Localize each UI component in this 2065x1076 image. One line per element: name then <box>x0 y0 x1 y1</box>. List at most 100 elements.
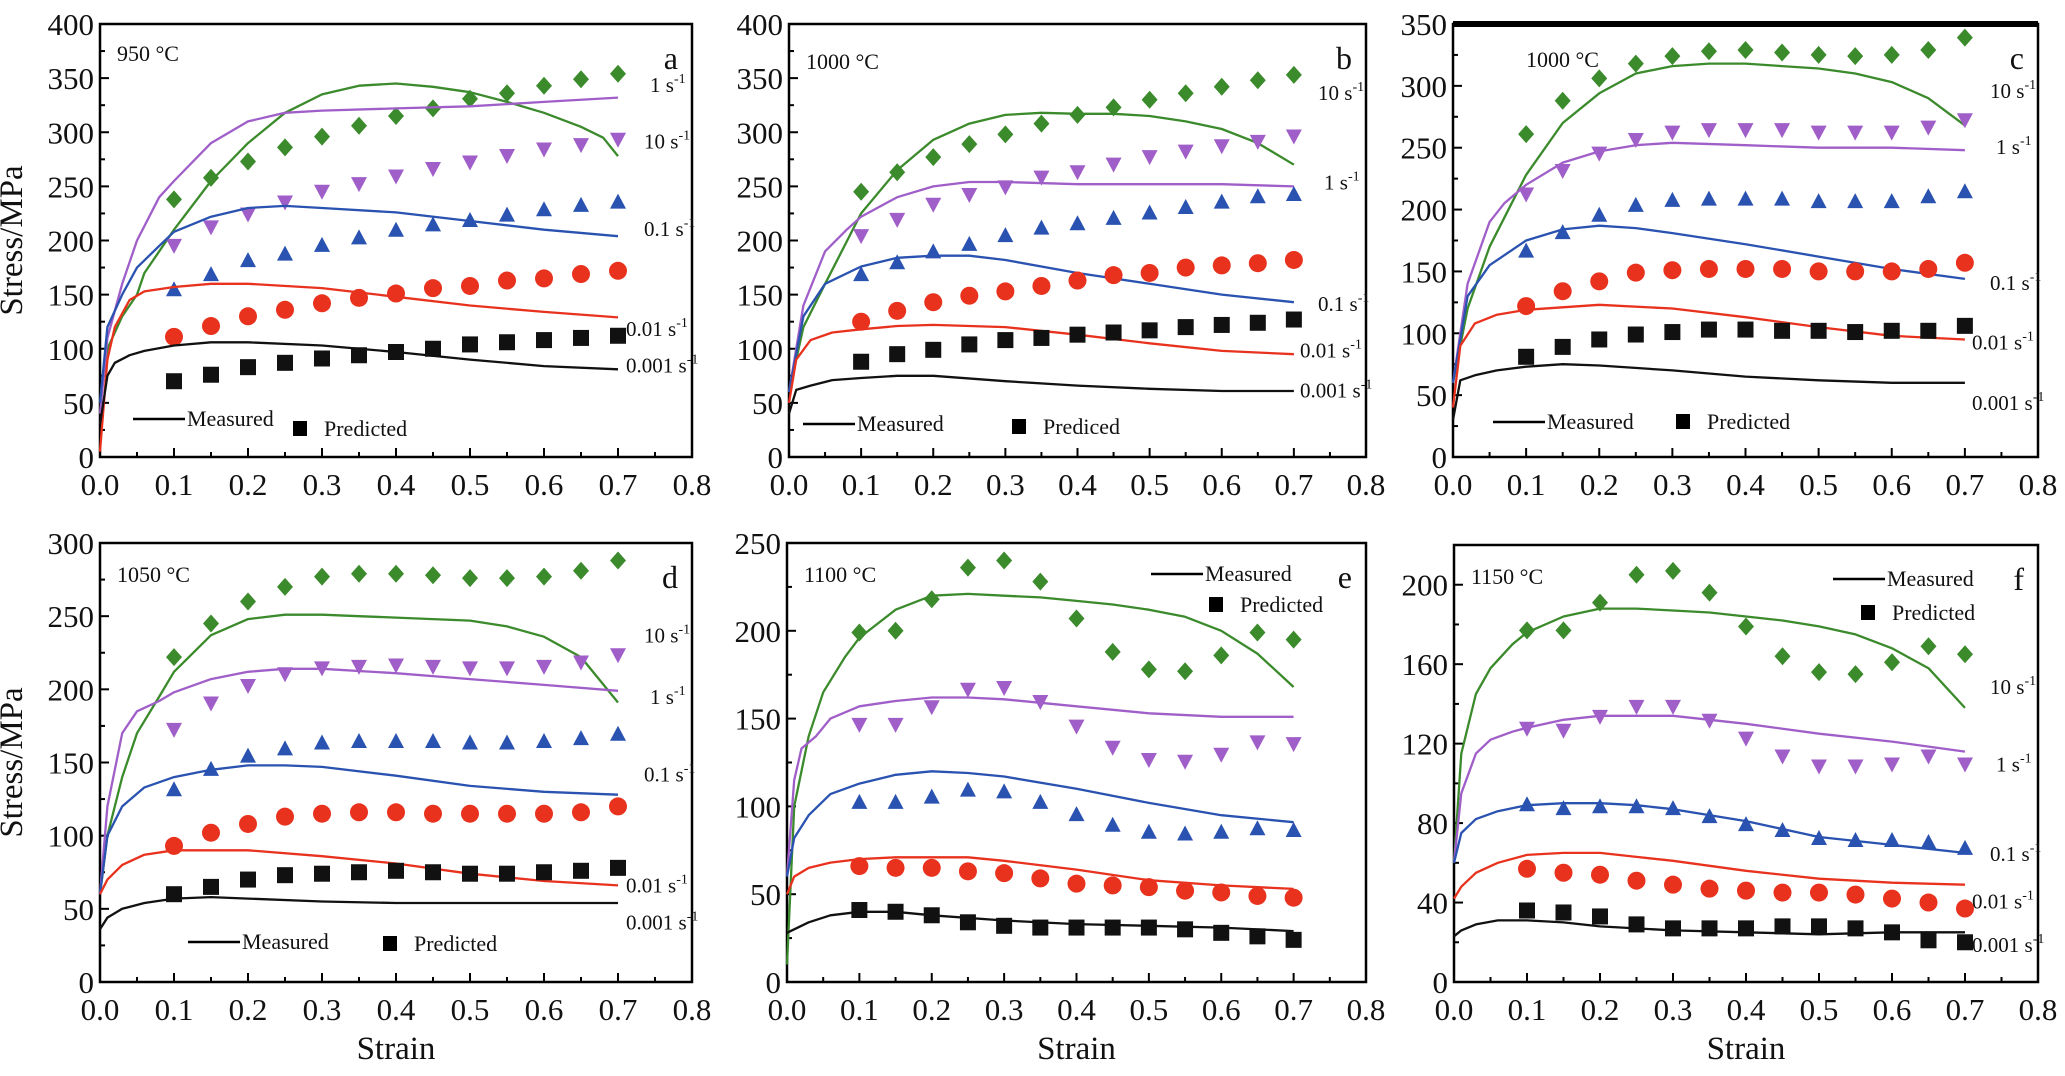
strain-rate-label: 0.1 s-1 <box>644 216 695 241</box>
predicted-point <box>1249 928 1266 945</box>
predicted-point <box>851 793 868 809</box>
predicted-point <box>924 293 943 312</box>
predicted-point <box>240 871 256 888</box>
predicted-point <box>1140 919 1157 936</box>
x-tick-label: 0.3 <box>986 467 1025 502</box>
predicted-point <box>888 301 907 320</box>
measured-line <box>98 204 619 404</box>
predicted-point <box>1920 322 1937 339</box>
predicted-point <box>1141 150 1158 166</box>
panel-c: 0.0 0.1 0.2 0.3 0.4 0.5 0.6 0.7 0.8 0 50 100 150 200 2… <box>1401 7 2058 502</box>
predicted-point <box>499 734 515 750</box>
predicted-point <box>351 564 367 583</box>
predicted-point <box>350 803 368 822</box>
x-tick-label: 0.4 <box>1727 992 1766 1027</box>
strain-rate-label: 0.001 s-1 <box>626 353 698 378</box>
series-0p01-per-s: 0.01 s-1 <box>1451 253 2034 408</box>
predicted-point <box>1519 796 1535 812</box>
strain-rate-label: 0.001 s-1 <box>626 909 698 934</box>
measured-line <box>787 254 1295 393</box>
y-tick-label: 150 <box>737 278 784 313</box>
predicted-point <box>239 814 257 833</box>
predicted-point <box>387 803 405 822</box>
predicted-point <box>610 859 626 876</box>
predicted-point <box>1555 621 1572 640</box>
predicted-point <box>1249 623 1266 642</box>
predicted-point <box>1591 69 1608 88</box>
y-tick-label: 0 <box>766 965 782 1000</box>
measured-line <box>98 282 619 452</box>
predicted-point <box>1738 617 1754 636</box>
x-tick-label: 0.2 <box>1581 992 1620 1027</box>
predicted-point <box>1847 47 1864 66</box>
predicted-point <box>1957 934 1973 951</box>
predicted-point <box>1032 695 1049 711</box>
x-tick-label: 0.6 <box>1202 992 1241 1027</box>
predicted-point <box>1069 215 1086 231</box>
predicted-point <box>1809 262 1828 281</box>
predicted-point <box>959 558 976 577</box>
predicted-point <box>1285 65 1302 84</box>
predicted-point <box>1212 256 1231 275</box>
predicted-point <box>1285 311 1302 328</box>
x-tick-label: 0.2 <box>912 992 951 1027</box>
y-tick-label: 50 <box>752 386 783 421</box>
predicted-point <box>535 804 553 823</box>
predicted-point <box>1883 889 1901 908</box>
strain-rate-label: 0.01 s-1 <box>1300 337 1362 362</box>
panel-letter: a <box>664 40 678 76</box>
panel-b: 0.0 0.1 0.2 0.3 0.4 0.5 0.6 0.7 0.8 0 50 100 150 200 2… <box>737 7 1386 502</box>
legend: Measured Predicted <box>133 406 407 441</box>
predicted-point <box>1032 572 1049 591</box>
x-tick-label: 0.3 <box>1654 992 1693 1027</box>
series-1-per-s: 1 s-1 <box>1451 113 2032 383</box>
measured-line <box>1451 363 1965 421</box>
predicted-point <box>1920 120 1937 136</box>
predicted-point <box>1177 84 1194 103</box>
predicted-point <box>240 592 256 611</box>
predicted-point <box>1847 665 1864 684</box>
legend-square-swatch <box>293 421 307 436</box>
panel-letter: f <box>2013 561 2024 597</box>
predicted-point <box>1068 609 1085 628</box>
predicted-point <box>1628 916 1645 933</box>
x-axis-title: Strain <box>1707 1031 1786 1067</box>
predicted-point <box>1212 883 1231 902</box>
predicted-point <box>925 243 942 259</box>
predicted-point <box>1700 321 1717 338</box>
predicted-point <box>1104 266 1123 285</box>
y-tick-label: 120 <box>1402 727 1449 762</box>
strain-rate-label: 10 s-1 <box>644 623 690 648</box>
predicted-point <box>388 107 404 126</box>
y-tick-label: 80 <box>1417 806 1448 841</box>
predicted-point <box>240 252 256 268</box>
predicted-point <box>203 366 219 383</box>
measured-line <box>99 895 618 930</box>
predicted-point <box>1104 740 1121 756</box>
predicted-point <box>1213 139 1230 155</box>
predicted-point <box>165 327 183 346</box>
series-0p001-per-s: 0.001 s-1 <box>1453 902 2044 957</box>
predicted-point <box>1700 42 1717 61</box>
predicted-point <box>572 803 590 822</box>
predicted-point <box>1810 125 1827 141</box>
measured-line <box>98 849 619 895</box>
strain-rate-label: 1 s-1 <box>1324 170 1360 195</box>
strain-rate-label: 0.1 s-1 <box>1318 291 1369 316</box>
predicted-point <box>923 590 940 609</box>
series-1-per-s: 1 s-1 <box>98 72 686 414</box>
y-tick-label: 250 <box>735 526 782 561</box>
temperature-label: 1000 °C <box>806 49 879 74</box>
legend-square-swatch <box>1209 597 1223 612</box>
y-tick-label: 250 <box>737 169 784 204</box>
predicted-point <box>923 788 940 804</box>
predicted-point <box>1591 865 1609 884</box>
series-0p01-per-s: 0.01 s-1 <box>98 797 688 898</box>
predicted-point <box>995 864 1014 883</box>
predicted-point <box>461 804 479 823</box>
predicted-point <box>1032 276 1051 295</box>
predicted-point <box>1177 754 1194 770</box>
predicted-point <box>958 862 977 881</box>
predicted-point <box>351 116 367 135</box>
legend: Measured Predicted <box>1833 566 1975 625</box>
